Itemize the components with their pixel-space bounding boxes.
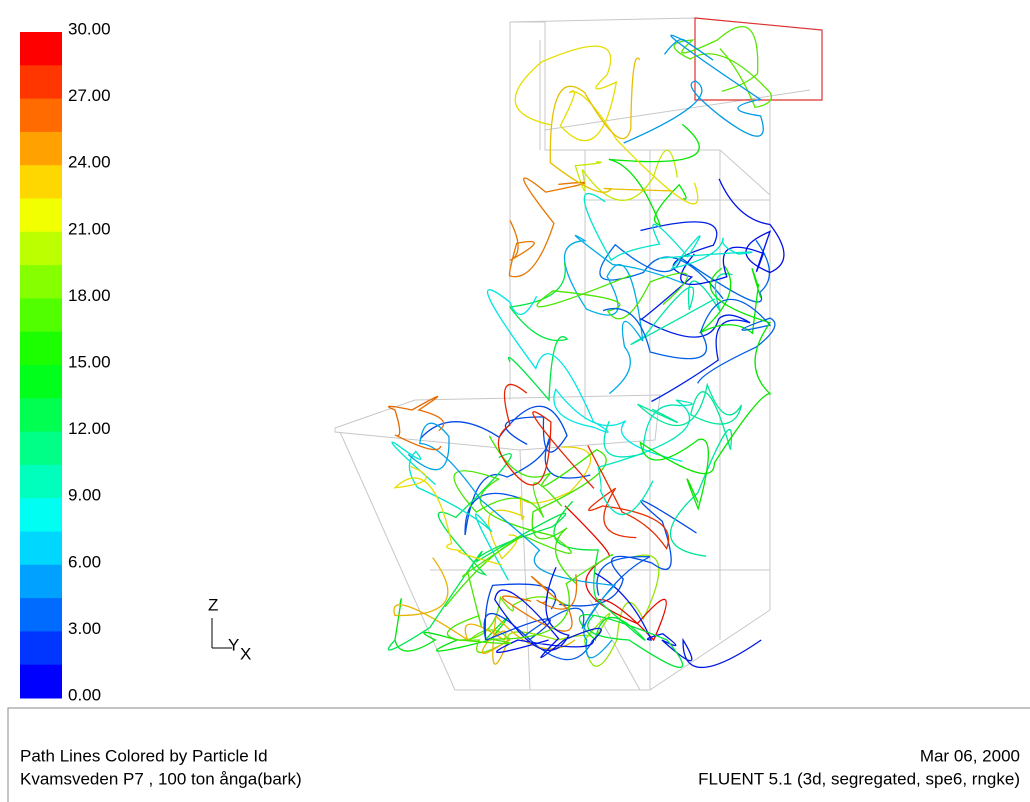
inlet-box <box>695 18 822 100</box>
colorbar-band <box>20 165 62 199</box>
path-line <box>509 178 584 277</box>
colorbar-band <box>20 498 62 532</box>
colorbar-label: 15.00 <box>68 352 111 371</box>
colorbar-band <box>20 199 62 233</box>
colorbar-band <box>20 631 62 665</box>
path-line <box>600 240 770 302</box>
path-line <box>445 471 571 607</box>
path-line <box>515 46 698 204</box>
colorbar-band <box>20 432 62 466</box>
colorbar-band <box>20 598 62 632</box>
upper-outline <box>510 18 822 195</box>
colorbar-band <box>20 465 62 499</box>
colorbar-band <box>20 332 62 366</box>
footer-solver: FLUENT 5.1 (3d, segregated, spe6, rngke) <box>698 769 1020 788</box>
path-line <box>588 446 669 549</box>
lower-top <box>335 395 660 450</box>
path-line <box>559 500 696 605</box>
colorbar-label: 12.00 <box>68 419 111 438</box>
path-line <box>640 222 750 402</box>
colorbar-band <box>20 665 62 699</box>
viewport: 30.00 27.00 24.00 21.00 18.00 15.00 12.00 9.00 6… <box>0 0 1030 802</box>
colorbar-band <box>20 298 62 332</box>
colorbar-label: 3.00 <box>68 619 101 638</box>
path-line <box>392 442 508 580</box>
colorbar-band <box>20 65 62 99</box>
path-line <box>509 263 568 400</box>
triad-y-label: Y <box>228 635 239 654</box>
colorbar-band <box>20 265 62 299</box>
footer-case: Kvamsveden P7 , 100 ton ånga(bark) <box>20 769 302 788</box>
path-line <box>395 466 502 564</box>
colorbar-label: 6.00 <box>68 552 101 571</box>
colorbar-label: 30.00 <box>68 19 111 38</box>
colorbar-band <box>20 365 62 399</box>
path-line <box>498 384 594 488</box>
path-line <box>624 35 764 143</box>
path-line <box>598 400 692 514</box>
colorbar-band <box>20 532 62 566</box>
colorbar-band <box>20 32 62 66</box>
colorbar-label: 24.00 <box>68 153 111 172</box>
colorbar-band <box>20 99 62 133</box>
triad-x-label: X <box>240 644 251 663</box>
colorbar-band <box>20 132 62 166</box>
colorbar-band <box>20 232 62 266</box>
triad-z-label: Z <box>208 595 218 614</box>
colorbar-band <box>20 398 62 432</box>
path-line <box>674 27 771 108</box>
footer-title: Path Lines Colored by Particle Id <box>20 746 268 765</box>
path-line <box>575 150 677 200</box>
path-line <box>503 574 577 631</box>
path-line <box>550 58 672 192</box>
colorbar-label: 27.00 <box>68 86 111 105</box>
colorbar-label: 9.00 <box>68 486 101 505</box>
colorbar-label: 21.00 <box>68 219 111 238</box>
geometry-wireframe <box>335 18 822 690</box>
path-line <box>489 447 591 559</box>
path-lines <box>388 27 784 668</box>
colorbar-label: 0.00 <box>68 685 101 704</box>
colorbar-band <box>20 565 62 599</box>
footer-date: Mar 06, 2000 <box>920 746 1020 765</box>
colorbar-label: 18.00 <box>68 286 111 305</box>
path-line <box>465 436 590 535</box>
axis-triad: Z Y X <box>208 595 251 663</box>
path-line <box>564 235 683 393</box>
colorbar: 30.00 27.00 24.00 21.00 18.00 15.00 12.00 9.00 6… <box>20 19 111 704</box>
path-line <box>584 194 752 269</box>
page: 30.00 27.00 24.00 21.00 18.00 15.00 12.00 9.00 6… <box>0 0 1030 802</box>
